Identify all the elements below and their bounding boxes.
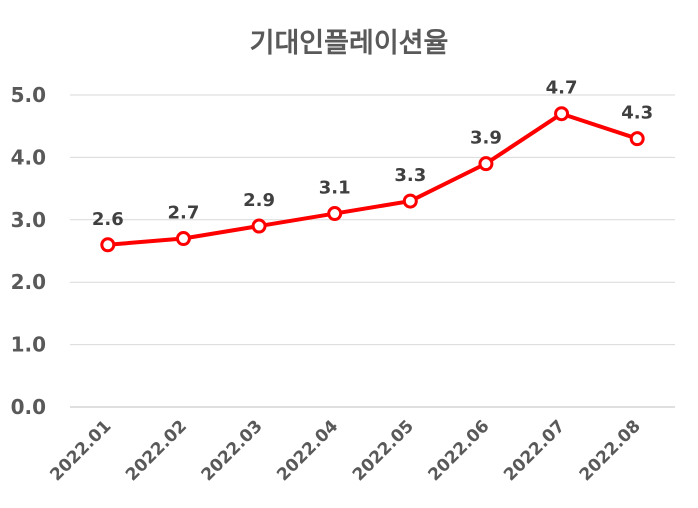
- x-tick-label: 2022.07: [500, 416, 569, 485]
- data-point: [402, 193, 418, 209]
- data-point: [100, 237, 116, 253]
- y-tick-label: 0.0: [11, 395, 46, 419]
- data-label: 2.7: [167, 203, 199, 224]
- x-axis-ticks: 2022.01 2022.02 2022.03 2022.04 2022.05 2022.…: [46, 416, 644, 485]
- x-tick-label: 2022.02: [122, 416, 191, 485]
- data-point: [175, 231, 191, 247]
- data-point: [478, 156, 494, 172]
- data-label: 2.6: [92, 209, 124, 230]
- x-tick-label: 2022.01: [46, 416, 115, 485]
- data-label: 4.3: [621, 103, 653, 124]
- gridlines: [70, 94, 675, 408]
- y-tick-label: 3.0: [11, 208, 46, 232]
- x-tick-label: 2022.08: [576, 416, 645, 485]
- chart-title: 기대인플레이션율: [250, 28, 449, 59]
- x-tick-label: 2022.06: [425, 416, 494, 485]
- data-point: [629, 131, 645, 147]
- data-point: [554, 106, 570, 122]
- data-label: 2.9: [243, 190, 275, 211]
- y-tick-label: 4.0: [11, 145, 46, 169]
- y-axis-ticks: 0.0 1.0 2.0 3.0 4.0 5.0: [11, 83, 46, 419]
- y-tick-label: 2.0: [11, 270, 46, 294]
- data-labels: 2.6 2.7 2.9 3.1 3.3 3.9 4.7 4.3: [92, 78, 653, 230]
- x-tick-label: 2022.03: [198, 416, 267, 485]
- data-label: 4.7: [546, 78, 578, 99]
- data-label: 3.3: [394, 165, 426, 186]
- x-tick-label: 2022.05: [349, 416, 418, 485]
- series: [100, 106, 645, 253]
- y-tick-label: 1.0: [11, 333, 46, 357]
- data-point: [327, 206, 343, 222]
- data-label: 3.1: [319, 178, 351, 199]
- data-point: [251, 218, 267, 234]
- y-tick-label: 5.0: [11, 83, 46, 107]
- x-tick-label: 2022.04: [273, 416, 342, 485]
- data-label: 3.9: [470, 128, 502, 149]
- series-line: [105, 111, 640, 247]
